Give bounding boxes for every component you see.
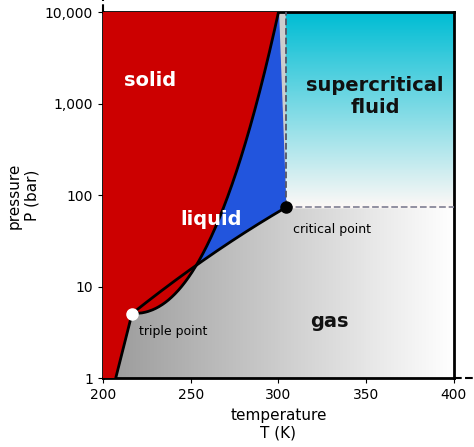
Polygon shape (132, 13, 286, 314)
Text: liquid: liquid (180, 210, 242, 229)
X-axis label: temperature
T (K): temperature T (K) (230, 408, 327, 440)
Polygon shape (103, 13, 278, 429)
Text: supercritical
fluid: supercritical fluid (306, 76, 444, 117)
Text: gas: gas (310, 312, 348, 331)
Text: critical point: critical point (293, 224, 371, 236)
Y-axis label: pressure
P (bar): pressure P (bar) (7, 162, 39, 228)
Text: solid: solid (124, 71, 176, 90)
Text: triple point: triple point (139, 325, 208, 338)
